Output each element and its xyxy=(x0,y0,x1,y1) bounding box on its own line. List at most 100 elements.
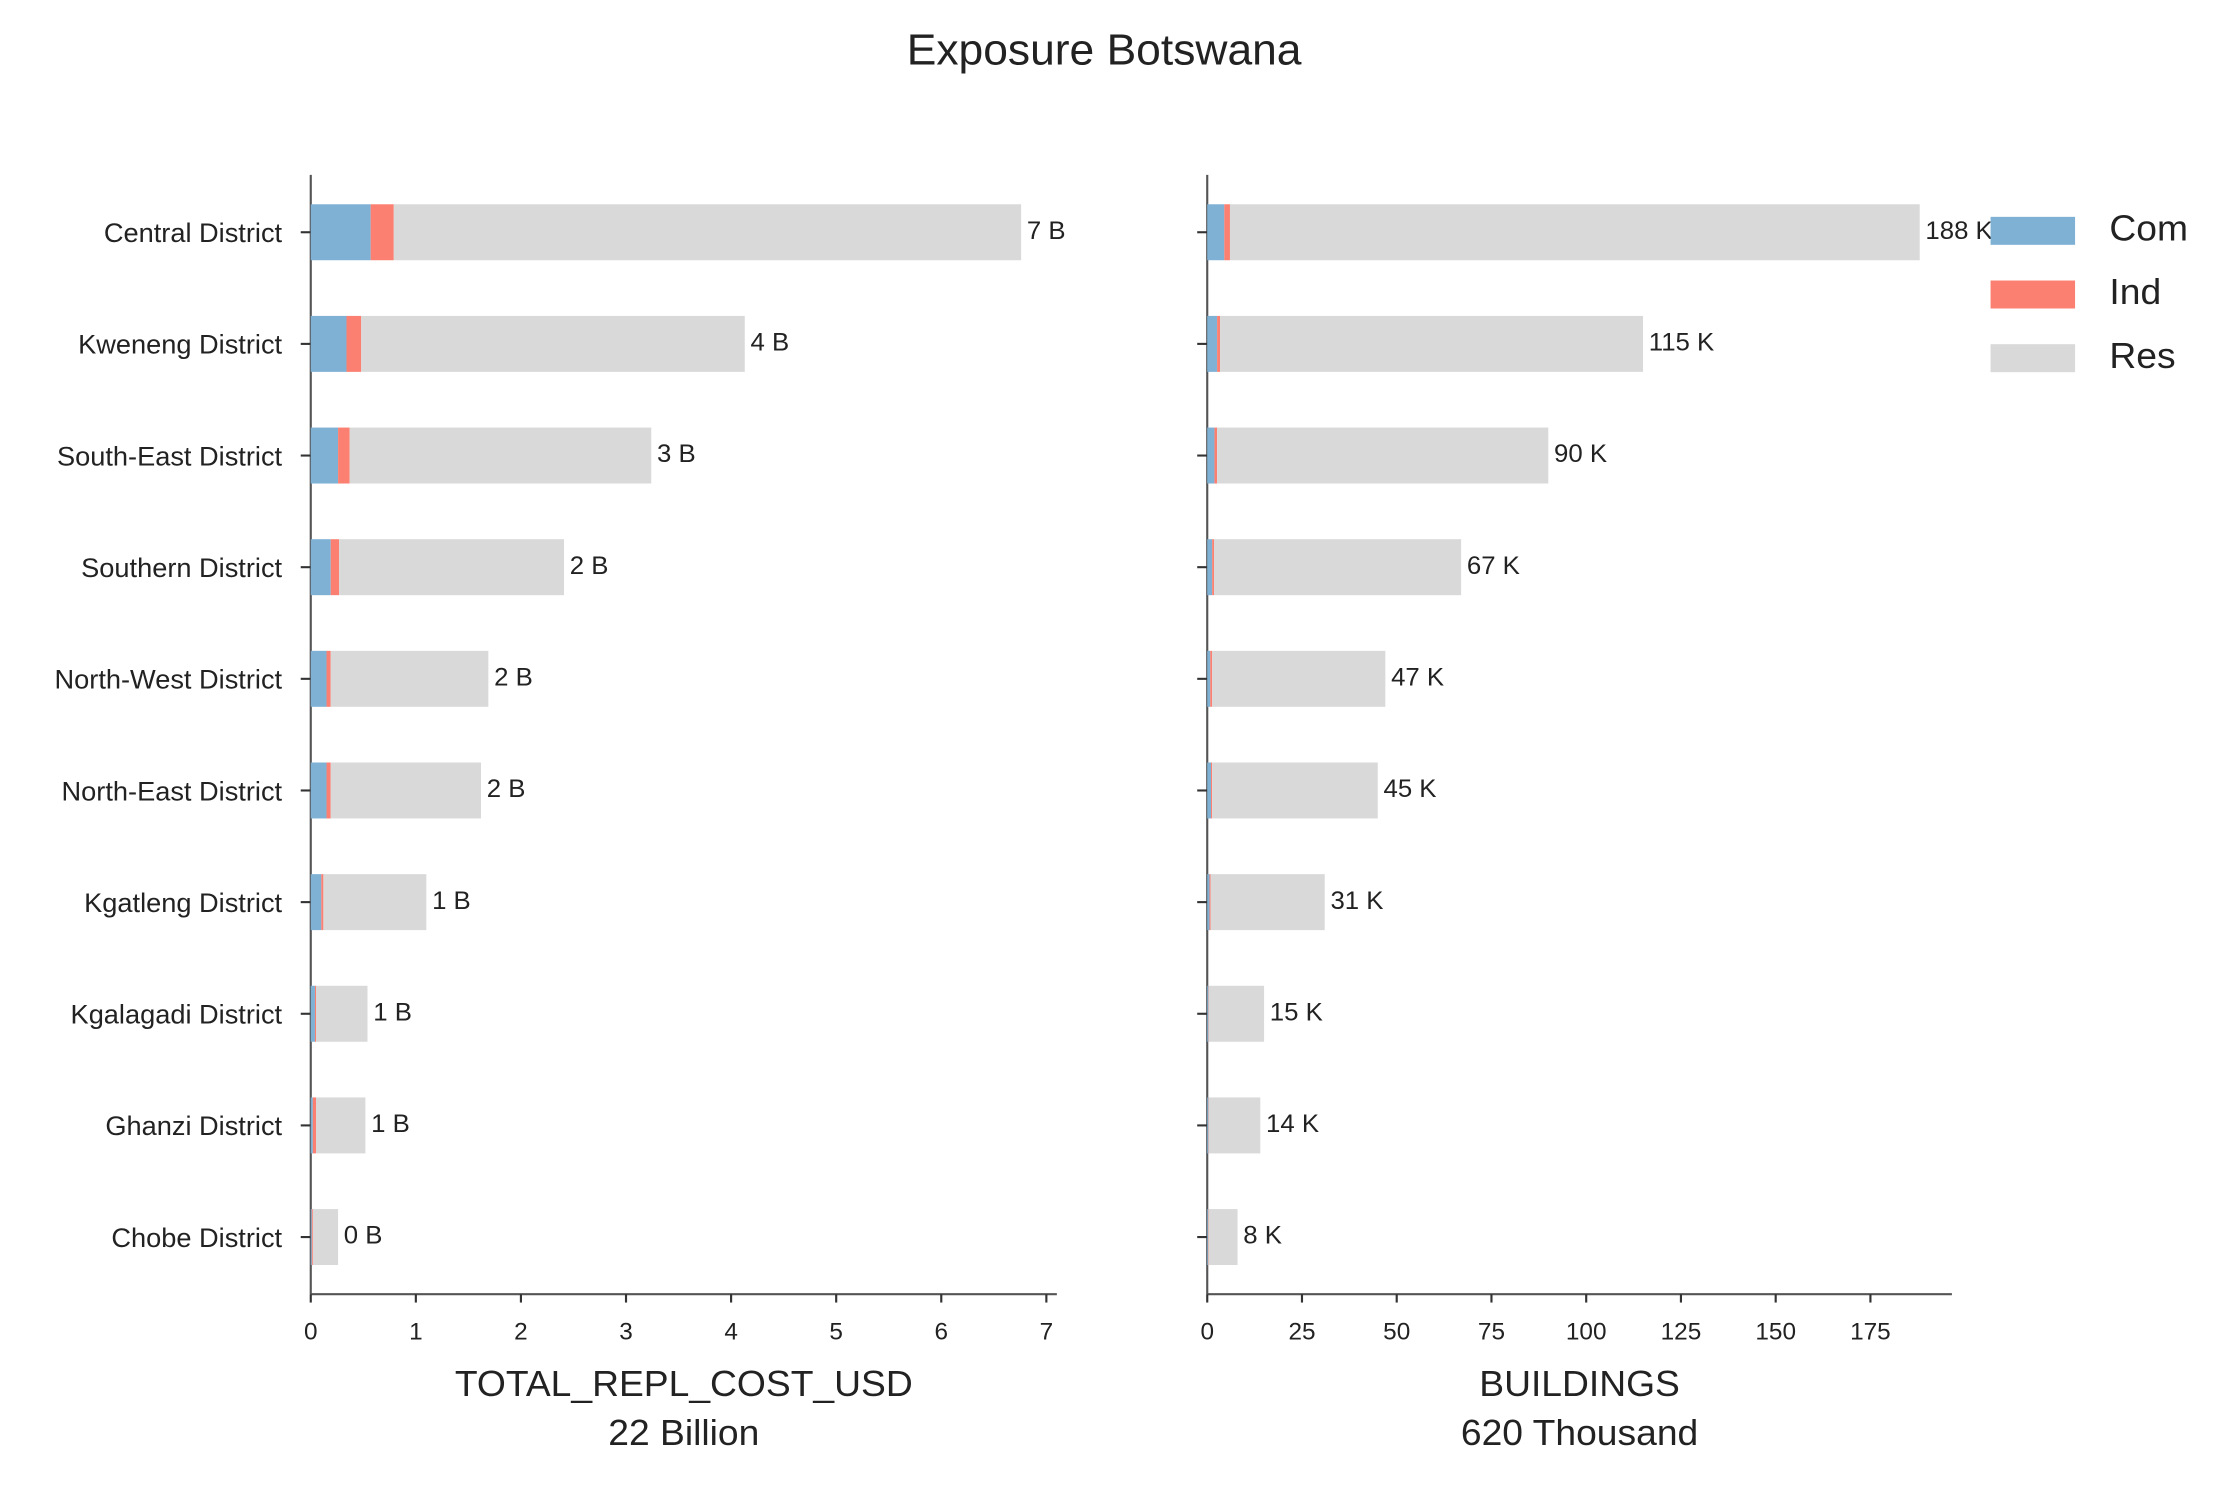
value-label: 2 B xyxy=(487,775,526,803)
bar-segment xyxy=(1208,1097,1261,1154)
bar-segment xyxy=(316,985,368,1042)
y-tick-label: North-East District xyxy=(62,777,283,807)
legend-swatch xyxy=(1990,280,2076,309)
bar-segment xyxy=(326,650,331,707)
value-label: 8 K xyxy=(1243,1222,1282,1250)
bar-segment xyxy=(310,1209,312,1266)
bar-segment xyxy=(1208,985,1265,1042)
bar-segment xyxy=(312,1209,339,1266)
bar-segment xyxy=(310,1097,313,1154)
legend-swatch xyxy=(1990,216,2076,245)
bar-segment xyxy=(1207,985,1209,1042)
y-tick-label: Central District xyxy=(104,218,283,248)
legend-swatch xyxy=(1990,344,2076,373)
value-label: 1 B xyxy=(432,887,471,915)
value-label: 15 K xyxy=(1270,999,1323,1027)
y-tick-label: Ghanzi District xyxy=(105,1112,282,1142)
value-label: 1 B xyxy=(373,999,412,1027)
legend-label: Res xyxy=(2109,335,2175,376)
bar-segment xyxy=(1214,427,1218,484)
bar-segment xyxy=(310,539,331,596)
bar-segment xyxy=(1210,874,1325,931)
bar-segment xyxy=(1211,762,1213,819)
bar-segment xyxy=(1217,315,1221,372)
bar-segment xyxy=(1217,427,1549,484)
bar-segment xyxy=(1212,650,1386,707)
y-tick-label: Kweneng District xyxy=(78,330,283,360)
bar-segment xyxy=(1207,204,1225,261)
bar-segment xyxy=(1207,427,1215,484)
bar-segment xyxy=(1214,539,1462,596)
value-label: 188 K xyxy=(1925,217,1992,245)
bar-segment xyxy=(338,427,350,484)
bar-segment xyxy=(330,762,481,819)
bar-segment xyxy=(326,762,331,819)
x-tick-label: 7 xyxy=(1040,1319,1054,1346)
x-tick-label: 25 xyxy=(1288,1319,1315,1346)
value-label: 45 K xyxy=(1383,775,1436,803)
bar-segment xyxy=(1220,315,1644,372)
value-label: 4 B xyxy=(750,329,789,357)
bar-segment xyxy=(1207,874,1210,931)
legend-label: Ind xyxy=(2109,271,2161,312)
bar-segment xyxy=(310,315,347,372)
y-tick-label: Chobe District xyxy=(111,1223,282,1253)
bar-segment xyxy=(1207,1097,1209,1154)
x-tick-label: 150 xyxy=(1755,1319,1796,1346)
x-tick-label: 3 xyxy=(619,1319,633,1346)
bar-segment xyxy=(370,204,394,261)
value-label: 7 B xyxy=(1027,217,1066,245)
legend-label: Com xyxy=(2109,208,2188,249)
bar-segment xyxy=(330,650,489,707)
bar-segment xyxy=(310,650,327,707)
x-axis-label: 620 Thousand xyxy=(1461,1412,1698,1453)
bar-segment xyxy=(311,1209,313,1266)
y-tick-label: Southern District xyxy=(81,553,282,583)
bar-segment xyxy=(349,427,652,484)
x-tick-label: 5 xyxy=(829,1319,843,1346)
value-label: 90 K xyxy=(1554,440,1607,468)
value-label: 31 K xyxy=(1330,887,1383,915)
bar-segment xyxy=(310,762,327,819)
x-tick-label: 2 xyxy=(514,1319,528,1346)
bar-segment xyxy=(312,1097,317,1154)
x-tick-label: 6 xyxy=(935,1319,949,1346)
x-tick-label: 0 xyxy=(304,1319,318,1346)
bar-segment xyxy=(330,539,340,596)
bar-segment xyxy=(310,874,322,931)
value-label: 14 K xyxy=(1266,1110,1319,1138)
y-tick-label: Kgatleng District xyxy=(84,888,282,918)
bar-segment xyxy=(1209,874,1211,931)
bar-segment xyxy=(1224,204,1230,261)
figure-title: Exposure Botswana xyxy=(907,26,1302,74)
subplot: 0 25 50 75 100 125 150 175 BUILDINGS 620 Thousand… xyxy=(1197,174,1993,1453)
bar-segment xyxy=(1210,650,1213,707)
bar-segment xyxy=(1207,1209,1208,1266)
bar-segment xyxy=(1207,315,1218,372)
x-axis-label: 22 Billion xyxy=(608,1412,759,1453)
bar-segment xyxy=(310,427,339,484)
x-axis-label: BUILDINGS xyxy=(1479,1363,1680,1404)
bar-segment xyxy=(339,539,565,596)
bar-segment xyxy=(1212,539,1215,596)
value-label: 2 B xyxy=(570,552,609,580)
value-label: 67 K xyxy=(1467,552,1520,580)
subplot: 0 1 2 3 4 5 6 7 TOTAL_REPL_COST_USD 22 Billion Cen… xyxy=(55,174,1066,1453)
bar-segment xyxy=(316,1097,366,1154)
bar-segment xyxy=(321,874,324,931)
x-axis-label: TOTAL_REPL_COST_USD xyxy=(455,1363,913,1404)
value-label: 0 B xyxy=(344,1222,383,1250)
y-tick-label: Kgalagadi District xyxy=(71,1000,283,1030)
x-tick-label: 175 xyxy=(1850,1319,1891,1346)
value-label: 115 K xyxy=(1649,329,1714,357)
x-tick-label: 100 xyxy=(1566,1319,1607,1346)
y-tick-label: North-West District xyxy=(55,665,283,695)
value-label: 3 B xyxy=(657,440,696,468)
value-label: 1 B xyxy=(371,1110,410,1138)
bar-segment xyxy=(323,874,427,931)
bar-segment xyxy=(310,204,371,261)
bar-segment xyxy=(1207,539,1213,596)
bar-segment xyxy=(1207,650,1211,707)
bar-segment xyxy=(346,315,362,372)
bar-segment xyxy=(1207,762,1212,819)
